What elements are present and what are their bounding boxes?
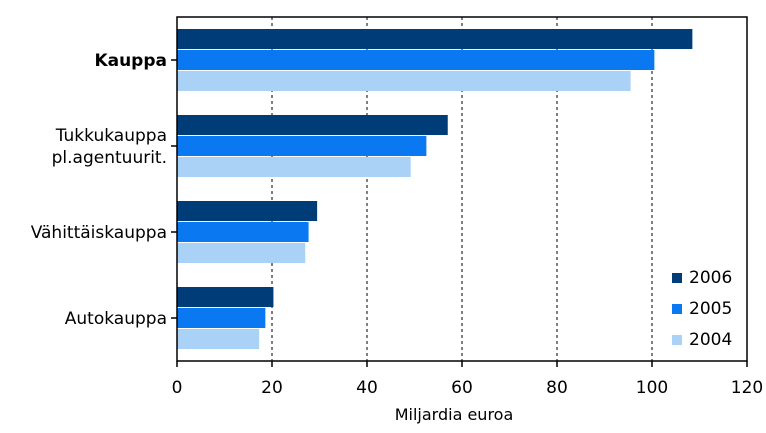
bar-2005 <box>177 50 655 70</box>
x-axis-title: Miljardia euroa <box>395 405 514 424</box>
bar-2005 <box>177 222 309 242</box>
legend-swatch-2006 <box>672 273 682 283</box>
x-tick-label: 40 <box>356 378 378 398</box>
x-tick-label: 120 <box>731 378 763 398</box>
x-tick-label: 0 <box>172 378 183 398</box>
bar-2005 <box>177 308 266 328</box>
legend-swatch-2004 <box>672 335 682 345</box>
bar-2006 <box>177 287 274 307</box>
bars <box>177 29 693 349</box>
x-axis-ticks: 0 20 40 60 80 100 120 <box>172 361 763 398</box>
bar-2004 <box>177 71 631 91</box>
x-tick-label: 60 <box>451 378 473 398</box>
category-label: pl.agentuurit. <box>52 148 167 168</box>
legend-label: 2006 <box>689 268 732 288</box>
category-label: Kauppa <box>94 51 167 71</box>
category-label: Vähittäiskauppa <box>31 223 167 243</box>
bar-2006 <box>177 115 448 135</box>
bar-2006 <box>177 201 318 221</box>
bar-2004 <box>177 157 411 177</box>
legend-label: 2004 <box>689 330 732 350</box>
bar-2004 <box>177 329 260 349</box>
bar-2006 <box>177 29 693 49</box>
category-label: Tukkukauppa <box>55 126 167 146</box>
bar-2004 <box>177 243 306 263</box>
x-tick-label: 80 <box>546 378 568 398</box>
legend-label: 2005 <box>689 299 732 319</box>
x-tick-label: 100 <box>636 378 668 398</box>
legend: 2006 2005 2004 <box>672 268 732 350</box>
legend-swatch-2005 <box>672 304 682 314</box>
x-tick-label: 20 <box>261 378 283 398</box>
bar-2005 <box>177 136 427 156</box>
category-label: Autokauppa <box>65 309 167 329</box>
